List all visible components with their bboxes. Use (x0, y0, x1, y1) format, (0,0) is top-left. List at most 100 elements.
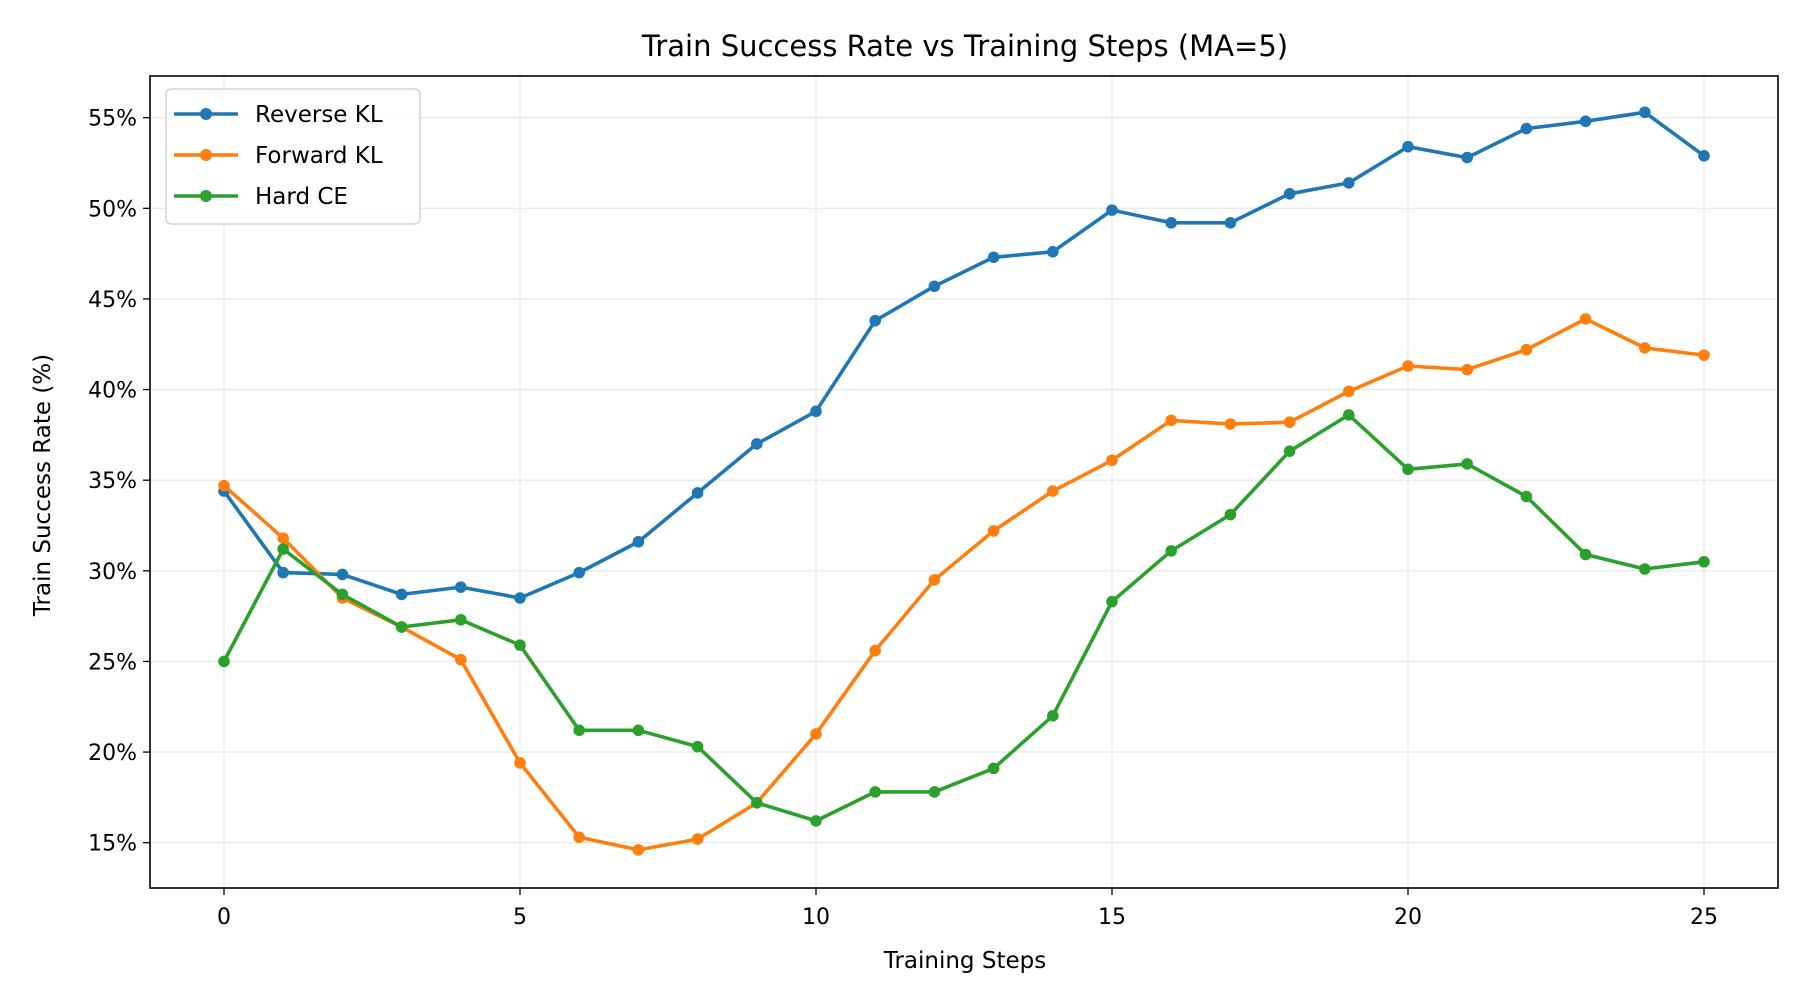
series-line-reverse-kl (222, 110, 1706, 600)
data-point-hard-ce (1283, 445, 1296, 457)
y-axis-label: Train Success Rate (%) (30, 354, 56, 617)
legend-marker-hard-ce (200, 190, 212, 202)
data-point-reverse-kl (1106, 204, 1118, 216)
data-point-forward-kl (573, 831, 585, 844)
data-point-forward-kl (691, 833, 704, 845)
y-tick-label: 40% (88, 379, 137, 404)
y-tick-label: 45% (88, 288, 137, 313)
grid (150, 76, 1778, 888)
legend-entry-forward-kl: Forward KL (174, 143, 383, 169)
data-point-reverse-kl (1283, 188, 1296, 200)
data-point-forward-kl (987, 525, 1000, 537)
y-axis-ticks: 15% 20% 25% 30% 35% 40% 45% 50% 55% (88, 107, 150, 857)
data-point-forward-kl (928, 574, 941, 586)
series-reverse-kl (218, 106, 1710, 604)
data-point-reverse-kl (514, 592, 526, 604)
legend-marker-reverse-kl (200, 108, 212, 120)
data-point-reverse-kl (1639, 106, 1651, 119)
data-point-hard-ce (1520, 490, 1533, 503)
y-tick-label: 30% (88, 560, 137, 585)
data-point-forward-kl (869, 644, 881, 657)
x-axis-ticks: 0 5 10 15 20 25 (217, 888, 1718, 930)
data-point-reverse-kl (751, 438, 763, 450)
y-tick-label: 35% (88, 469, 137, 494)
data-point-hard-ce (1698, 555, 1710, 568)
data-point-hard-ce (395, 621, 408, 633)
data-point-reverse-kl (1343, 177, 1355, 189)
legend: Reverse KL Forward KL Hard CE (165, 88, 421, 225)
legend-label-forward-kl: Forward KL (255, 143, 383, 169)
data-point-reverse-kl (277, 566, 290, 579)
x-axis-label: Training Steps (883, 948, 1046, 974)
data-point-hard-ce (1639, 563, 1651, 575)
data-point-hard-ce (336, 588, 349, 601)
y-tick-label: 20% (88, 741, 137, 766)
legend-label-reverse-kl: Reverse KL (255, 102, 383, 128)
data-point-forward-kl (1579, 313, 1592, 325)
series-line-hard-ce (222, 413, 1706, 823)
data-point-forward-kl (1224, 418, 1237, 430)
legend-marker-forward-kl (200, 149, 212, 161)
y-tick-label: 55% (88, 107, 137, 132)
legend-box (165, 88, 421, 225)
data-point-reverse-kl (455, 581, 467, 593)
data-point-reverse-kl (1579, 115, 1592, 128)
data-point-reverse-kl (869, 314, 881, 327)
data-point-hard-ce (218, 655, 230, 668)
x-tick-label: 0 (217, 905, 231, 930)
data-point-hard-ce (573, 724, 585, 737)
data-point-reverse-kl (1698, 149, 1710, 162)
chart-title: Train Success Rate vs Training Steps (MA… (641, 29, 1288, 63)
data-point-forward-kl (455, 653, 467, 666)
legend-label-hard-ce: Hard CE (255, 184, 348, 210)
data-point-reverse-kl (928, 280, 941, 293)
data-point-hard-ce (1224, 508, 1237, 521)
data-point-reverse-kl (810, 405, 822, 418)
data-point-reverse-kl (336, 568, 349, 581)
data-point-reverse-kl (1402, 140, 1414, 153)
x-tick-label: 20 (1394, 905, 1422, 930)
data-point-reverse-kl (573, 566, 585, 579)
data-point-hard-ce (987, 762, 1000, 775)
data-point-reverse-kl (1165, 217, 1177, 229)
data-point-hard-ce (869, 786, 881, 798)
data-point-forward-kl (1343, 385, 1355, 398)
data-point-hard-ce (514, 639, 526, 651)
data-point-forward-kl (514, 757, 526, 769)
x-tick-label: 10 (802, 905, 830, 930)
data-point-forward-kl (632, 844, 645, 856)
data-point-hard-ce (1402, 463, 1414, 476)
data-point-hard-ce (1165, 545, 1177, 557)
data-point-reverse-kl (632, 536, 645, 548)
series-line-forward-kl (222, 317, 1706, 852)
plot-area-frame (149, 75, 1779, 889)
data-point-forward-kl (1639, 342, 1651, 354)
y-tick-label: 25% (88, 650, 137, 675)
data-point-hard-ce (1461, 458, 1473, 470)
data-point-forward-kl (218, 479, 230, 492)
data-point-hard-ce (751, 797, 763, 809)
data-point-forward-kl (277, 532, 290, 544)
data-point-hard-ce (277, 543, 290, 555)
x-tick-label: 15 (1098, 905, 1126, 930)
data-point-reverse-kl (395, 588, 408, 601)
data-point-forward-kl (1461, 363, 1473, 376)
data-point-forward-kl (1165, 414, 1177, 427)
data-point-forward-kl (1698, 349, 1710, 361)
data-point-forward-kl (1520, 343, 1533, 356)
data-point-hard-ce (1047, 710, 1059, 722)
series-layer (218, 106, 1710, 856)
data-point-hard-ce (1343, 409, 1355, 421)
data-point-reverse-kl (987, 251, 1000, 264)
x-tick-label: 25 (1690, 905, 1718, 930)
data-point-reverse-kl (1047, 246, 1059, 258)
data-point-hard-ce (810, 815, 822, 827)
legend-entry-reverse-kl: Reverse KL (174, 102, 383, 128)
data-point-forward-kl (1047, 485, 1059, 497)
data-point-forward-kl (810, 728, 822, 740)
data-point-reverse-kl (1461, 151, 1473, 164)
data-point-reverse-kl (691, 487, 704, 499)
data-point-forward-kl (1402, 360, 1414, 372)
